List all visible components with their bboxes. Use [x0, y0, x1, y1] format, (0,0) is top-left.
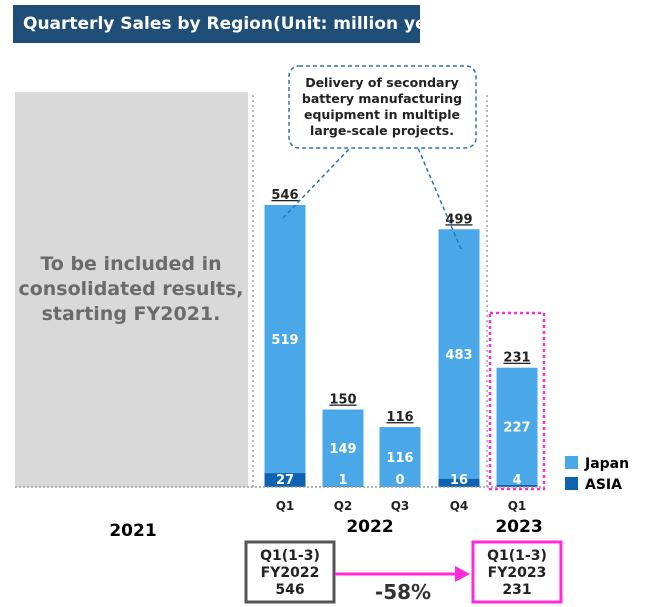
fy2023-line: 231 [502, 582, 531, 598]
bar-asia [438, 478, 480, 487]
bar-japan [438, 229, 480, 479]
placeholder-line: To be included in [40, 253, 221, 275]
year-label-2022: 2022 [346, 517, 393, 537]
asia-value-label: 16 [450, 473, 468, 488]
callout-leader-q1 [282, 147, 351, 219]
total-label: 499 [445, 212, 472, 227]
comparison-arrow-head [455, 566, 470, 582]
asia-value-label: 4 [512, 473, 521, 488]
fy2023-q1-box [471, 540, 563, 604]
japan-value-label: 149 [329, 442, 356, 457]
year-label-2021: 2021 [109, 521, 156, 541]
bar-japan [264, 204, 306, 474]
chart-title: Quarterly Sales by Region(Unit: million … [13, 5, 447, 43]
change-percent: -58% [375, 580, 431, 604]
asia-value-label: 0 [395, 473, 404, 488]
legend: Japan ASIA [565, 456, 629, 493]
year-label-2023: 2023 [495, 517, 542, 537]
placeholder-line: starting FY2021. [42, 303, 221, 325]
x-tick-label: Q1 [276, 499, 295, 513]
total-label: 546 [271, 188, 298, 203]
asia-value-label: 27 [276, 473, 294, 488]
japan-value-label: 116 [386, 451, 413, 466]
bar-japan [496, 367, 538, 485]
total-label: 150 [329, 393, 356, 408]
x-tick-label: Q1 [508, 499, 527, 513]
bars-group: 546 519 27 Q1 150 149 1 Q2 116 116 0 Q3 499 483 16 Q4 23… [264, 188, 538, 513]
placeholder-line: consolidated results, [18, 278, 243, 300]
callout-leader-q4 [417, 147, 462, 250]
fy2023-q1-highlight [488, 311, 546, 491]
fy2022-line: FY2022 [261, 565, 320, 581]
bar-japan [379, 427, 421, 487]
x-tick-label: Q4 [450, 499, 469, 513]
fy2022-q1-box [244, 540, 336, 604]
legend-swatch-asia [565, 477, 578, 490]
callout-box [288, 65, 477, 149]
callout-line: Delivery of secondary [305, 75, 459, 90]
total-label: 116 [386, 410, 413, 425]
callout-line: large-scale projects. [310, 123, 454, 138]
callout-line: battery manufacturing [302, 91, 462, 106]
japan-value-label: 227 [503, 420, 530, 435]
fy2022-line: Q1(1-3) [260, 548, 320, 564]
legend-swatch-japan [565, 456, 578, 469]
bar-japan [322, 409, 364, 487]
fy2023-line: FY2023 [488, 565, 547, 581]
legend-label-japan: Japan [584, 456, 629, 472]
callout-line: equipment in multiple [304, 107, 460, 122]
total-label: 231 [503, 351, 530, 366]
x-tick-label: Q2 [334, 499, 353, 513]
bar-asia [264, 473, 306, 487]
placeholder-panel [15, 92, 248, 487]
asia-value-label: 1 [338, 473, 347, 488]
legend-label-asia: ASIA [585, 477, 622, 493]
placeholder-text: To be included in consolidated results, st… [18, 253, 243, 325]
x-tick-label: Q3 [391, 499, 410, 513]
fy2022-line: 546 [275, 582, 304, 598]
japan-value-label: 519 [271, 333, 298, 348]
fy2023-line: Q1(1-3) [487, 548, 547, 564]
bar-asia [496, 484, 538, 487]
japan-value-label: 483 [445, 348, 472, 363]
